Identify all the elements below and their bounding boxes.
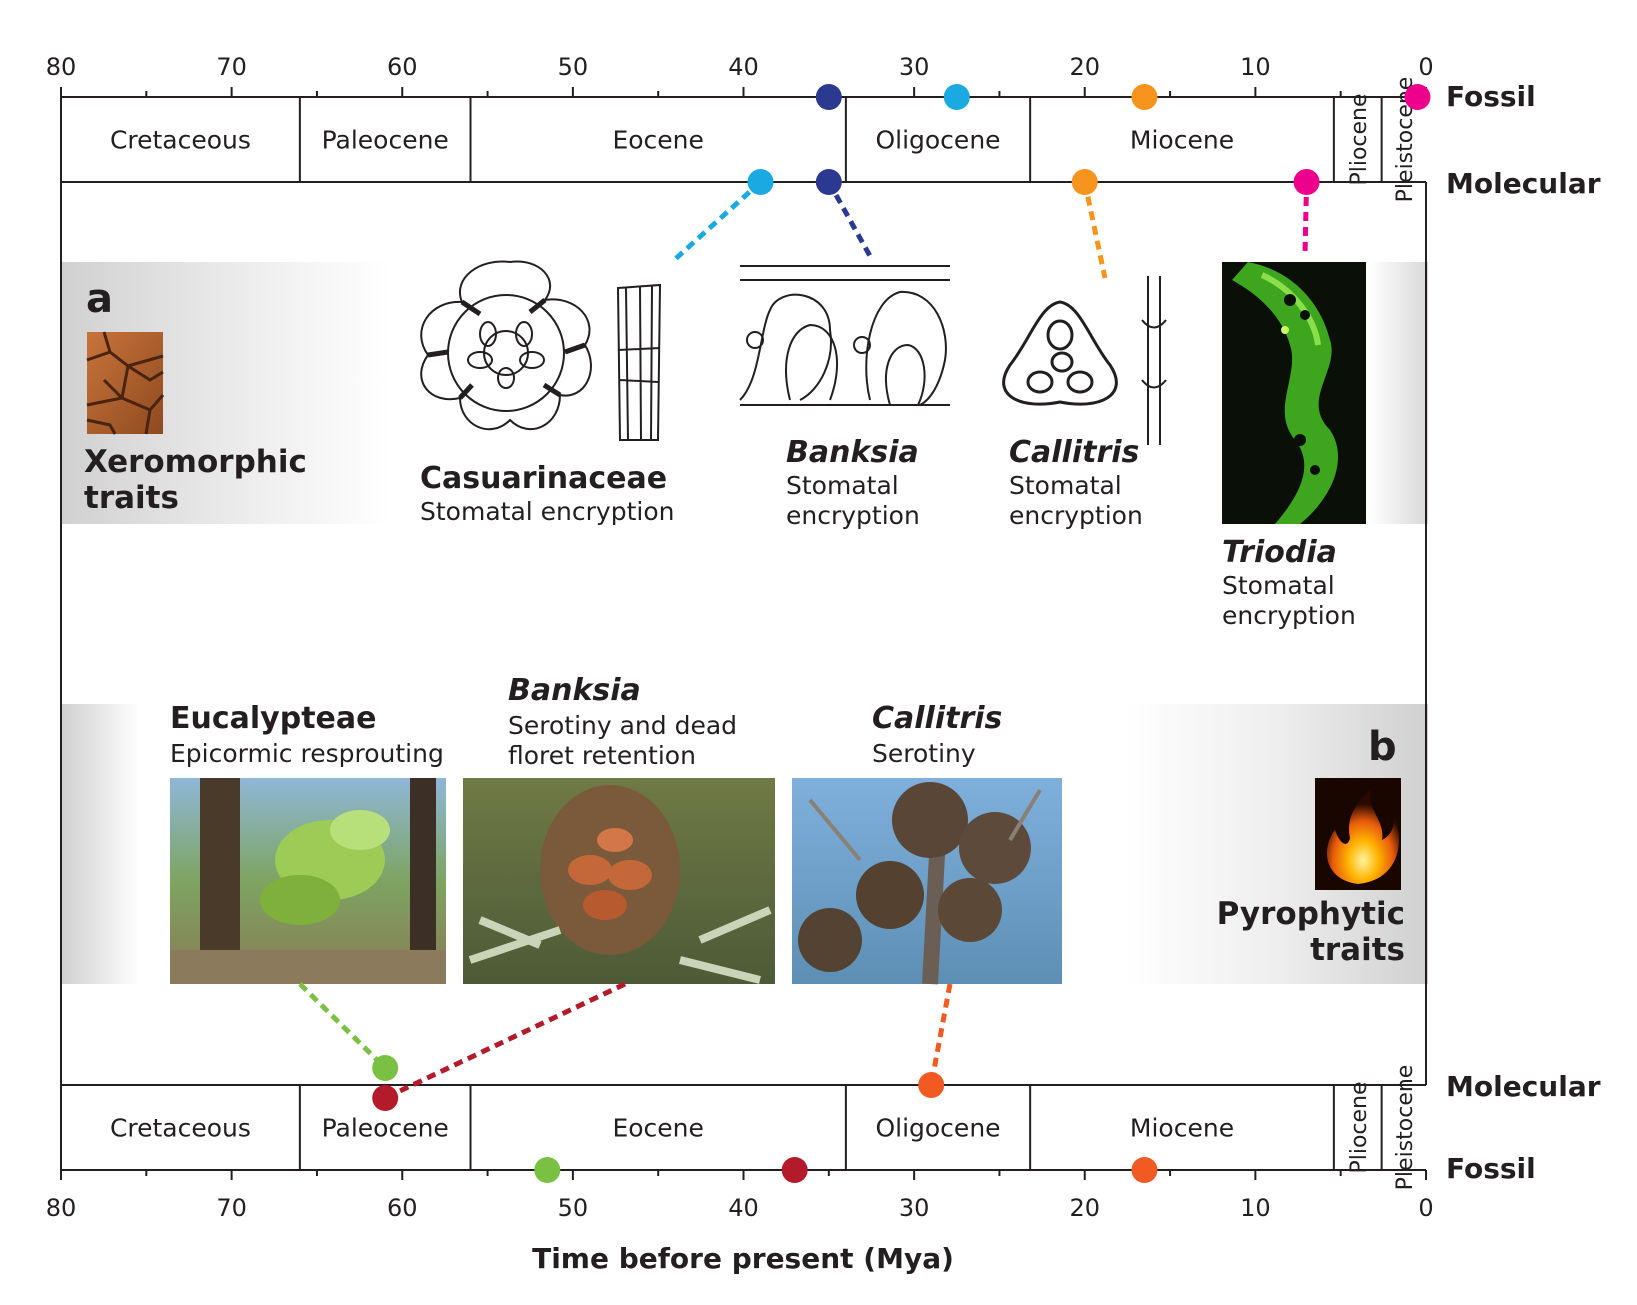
bottom-tick-label: 60	[387, 1194, 418, 1222]
panel-b-title-line1: Pyrophytic	[1217, 896, 1405, 932]
top-molecular-dot	[1071, 169, 1098, 195]
panel-a-letter: a	[86, 276, 113, 322]
triodia-desc-line1: Stomatal	[1222, 571, 1335, 600]
banksia-stomatal-crypt-drawing	[739, 265, 950, 406]
banksia-a-name: Banksia	[786, 435, 919, 470]
top-period-label: Paleocene	[322, 126, 449, 155]
top-tick-label: 0	[1418, 53, 1433, 81]
top-connector-3	[1302, 181, 1310, 256]
bottom-fossil-dot	[781, 1157, 808, 1183]
bottom-tick-label: 80	[46, 1194, 77, 1222]
bottom-tick-label: 30	[899, 1194, 930, 1222]
bottom-period-label: Cretaceous	[110, 1114, 251, 1143]
banksia-a-desc-line1: Stomatal	[786, 471, 899, 500]
triodia-name: Triodia	[1222, 535, 1337, 570]
top-tick-label: 70	[216, 53, 247, 81]
top-fossil-dot	[1404, 84, 1431, 110]
top-tick-label: 80	[46, 53, 77, 81]
bottom-tick-label: 0	[1418, 1194, 1433, 1222]
eucalypteae-name: Eucalypteae	[170, 701, 376, 736]
panel-a-title-line1: Xeromorphic	[84, 444, 307, 480]
top-molecular-dot	[747, 169, 774, 195]
bottom-axis-ticks: 80 70 60 50 40 30 20 10 0	[46, 1170, 1434, 1222]
bottom-molecular-label: Molecular	[1446, 1070, 1601, 1103]
top-connector-0	[670, 180, 763, 264]
banksia-b-desc-line2: floret retention	[508, 741, 696, 770]
top-timescale: Cretaceous Paleocene Eocene Oligocene Miocen…	[60, 77, 1426, 202]
top-axis-ticks: 80 70 60 50 40 30 20 10 0	[46, 53, 1434, 97]
event-dots	[372, 84, 1431, 1183]
bottom-period-label: Paleocene	[322, 1114, 449, 1143]
cracked-earth-icon	[86, 331, 165, 435]
bottom-tick-label: 10	[1240, 1194, 1271, 1222]
bottom-tick-label: 70	[216, 1194, 247, 1222]
top-period-label: Cretaceous	[110, 126, 251, 155]
panel-a-title-line2: traits	[84, 480, 179, 516]
bottom-connector-2	[928, 983, 953, 1086]
eucalypteae-photo	[170, 778, 446, 984]
callitris-a-desc-line1: Stomatal	[1009, 471, 1122, 500]
callitris-leaf-section-drawing	[1002, 276, 1167, 445]
callitris-cones-photo	[792, 778, 1062, 985]
top-tick-label: 40	[728, 53, 759, 81]
triodia-micrograph-image	[1222, 262, 1366, 524]
bottom-period-label: Pliocene	[1347, 1081, 1372, 1173]
casuarinaceae-desc: Stomatal encryption	[420, 497, 674, 526]
top-fossil-dot	[943, 84, 970, 110]
top-fossil-label: Fossil	[1446, 80, 1536, 113]
bottom-molecular-dot	[372, 1085, 399, 1111]
top-period-label: Pliocene	[1347, 93, 1372, 185]
top-molecular-dot	[815, 169, 842, 195]
event-connectors	[298, 180, 1310, 1101]
bottom-connector-1	[384, 981, 627, 1101]
bottom-period-label: Oligocene	[875, 1114, 1000, 1143]
bottom-molecular-dot	[372, 1055, 399, 1081]
banksia-a-desc-line2: encryption	[786, 501, 920, 530]
casuarinaceae-cross-section-drawing	[420, 260, 662, 441]
bottom-timescale: Cretaceous Paleocene Eocene Oligocene Miocen…	[60, 1065, 1426, 1191]
bottom-connector-0	[298, 982, 387, 1070]
banksia-b-desc-line1: Serotiny and dead	[508, 711, 737, 740]
bottom-period-label: Eocene	[612, 1114, 703, 1143]
top-connector-2	[1082, 181, 1108, 279]
top-tick-label: 10	[1240, 53, 1271, 81]
top-tick-label: 30	[899, 53, 930, 81]
panel-b-letter: b	[1368, 724, 1397, 770]
top-period-label: Eocene	[612, 126, 703, 155]
callitris-a-name: Callitris	[1009, 435, 1139, 470]
callitris-b-desc: Serotiny	[872, 739, 976, 768]
top-tick-label: 50	[558, 53, 589, 81]
top-molecular-label: Molecular	[1446, 167, 1601, 200]
bottom-tick-label: 50	[558, 1194, 589, 1222]
eucalypteae-desc: Epicormic resprouting	[170, 739, 444, 768]
top-fossil-dot	[815, 84, 842, 110]
top-fossil-dot	[1131, 84, 1158, 110]
bottom-fossil-dot	[1131, 1157, 1158, 1183]
panel-b-title-line2: traits	[1310, 932, 1405, 968]
axis-title: Time before present (Mya)	[532, 1242, 954, 1275]
triodia-desc-line2: encryption	[1222, 601, 1356, 630]
banksia-b-name: Banksia	[508, 673, 641, 708]
casuarinaceae-name: Casuarinaceae	[420, 461, 667, 496]
bottom-molecular-dot	[918, 1072, 945, 1098]
bottom-tick-label: 40	[728, 1194, 759, 1222]
bottom-fossil-dot	[534, 1157, 561, 1183]
callitris-a-desc-line2: encryption	[1009, 501, 1143, 530]
top-tick-label: 60	[387, 53, 418, 81]
top-molecular-dot	[1293, 169, 1320, 195]
fire-icon	[1315, 778, 1401, 890]
callitris-b-name: Callitris	[872, 701, 1002, 736]
bottom-period-label: Miocene	[1130, 1114, 1234, 1143]
banksia-cone-photo	[463, 778, 775, 984]
bottom-tick-label: 20	[1069, 1194, 1100, 1222]
bottom-period-label: Pleistocene	[1393, 1065, 1418, 1191]
top-period-label: Miocene	[1130, 126, 1234, 155]
bottom-fossil-label: Fossil	[1446, 1152, 1536, 1185]
top-period-label: Oligocene	[875, 126, 1000, 155]
top-tick-label: 20	[1069, 53, 1100, 81]
